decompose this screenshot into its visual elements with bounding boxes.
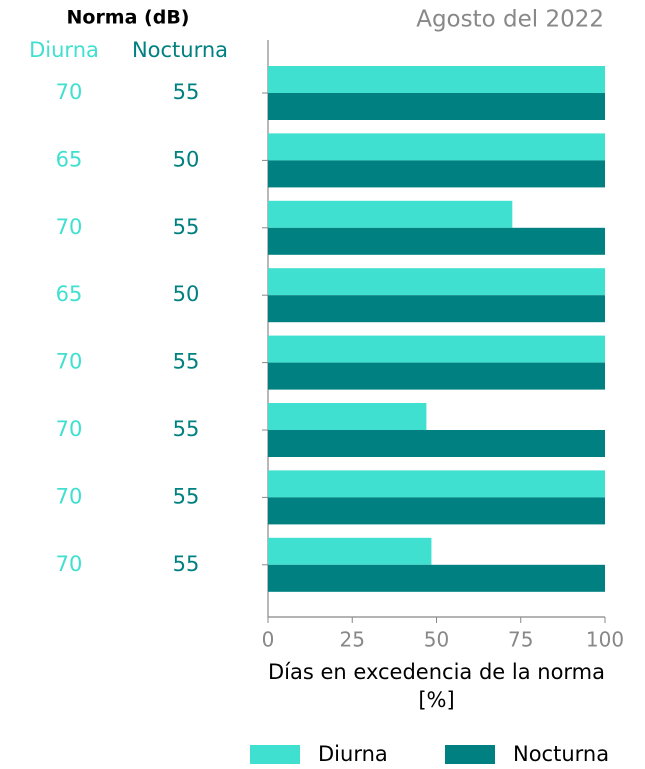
norm-header: Diurna [29,38,99,62]
bar [268,160,605,188]
norm-value: 70 [56,552,83,576]
bar [268,268,605,296]
chart-title: Agosto del 2022 [416,7,604,33]
bar [268,537,432,565]
legend-swatch [445,745,495,764]
norm-value: 70 [56,350,83,374]
x-tick-label: 100 [586,628,624,652]
x-tick-label: 25 [340,628,365,652]
norm-value: 55 [173,80,200,104]
bar [268,497,605,525]
bar [268,295,605,323]
norm-value: 65 [56,147,83,171]
legend-label: Diurna [318,742,388,766]
bar [268,403,427,430]
x-tick-label: 75 [508,628,533,652]
bar [268,227,605,255]
x-tick-label: 50 [424,628,449,652]
bar [268,66,605,93]
norm-value: 50 [173,147,200,171]
bar [268,430,605,457]
norm-value: 55 [173,417,200,441]
legend-swatch [250,745,300,764]
norm-value: 70 [56,484,83,508]
norm-value: 70 [56,417,83,441]
norm-header: Nocturna [132,38,228,62]
bar [268,470,605,498]
x-axis-label: Días en excedencia de la norma [%] [268,660,606,712]
bar [268,200,513,228]
norm-value: 70 [56,215,83,239]
x-tick-label: 0 [262,628,275,652]
bar [268,362,605,390]
norm-value: 50 [173,282,200,306]
legend-label: Nocturna [513,742,609,766]
bar [268,335,605,363]
bar [268,133,605,161]
bar [268,93,605,120]
norm-value: 70 [56,80,83,104]
norm-value: 55 [173,215,200,239]
norm-value: 55 [173,484,200,508]
norm-value: 65 [56,282,83,306]
bar [268,564,605,592]
norm-title: Norma (dB) [66,7,189,29]
norm-value: 55 [173,350,200,374]
norm-value: 55 [173,552,200,576]
